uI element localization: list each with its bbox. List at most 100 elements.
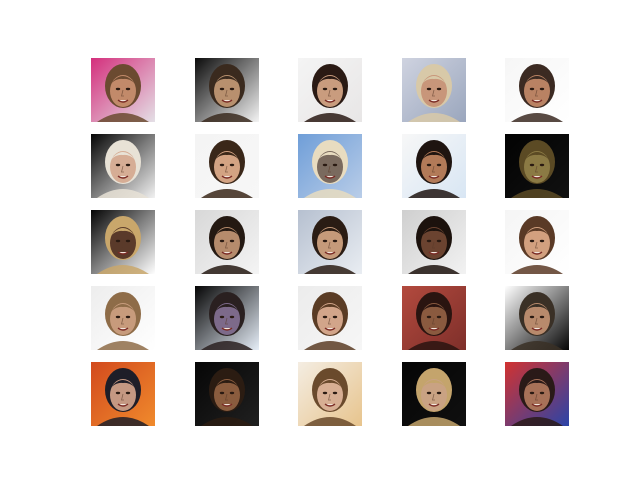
hair-fringe — [213, 76, 241, 86]
mouth — [324, 403, 336, 407]
left-eye — [115, 315, 121, 319]
left-eye — [529, 239, 535, 243]
face-sample — [505, 58, 569, 122]
hair-fringe — [213, 380, 241, 390]
shoulders — [201, 341, 253, 350]
hair-fringe — [420, 76, 448, 86]
face-sample — [505, 362, 569, 426]
nose — [120, 393, 124, 401]
mouth — [324, 175, 336, 179]
nose — [224, 317, 228, 325]
mouth — [324, 251, 336, 255]
face-sample — [298, 134, 362, 198]
shoulders — [97, 113, 149, 122]
shoulders — [97, 417, 149, 426]
mouth — [221, 175, 233, 179]
hair-fringe — [316, 76, 344, 86]
nose — [120, 89, 124, 97]
left-eye — [219, 391, 225, 395]
nose — [120, 165, 124, 173]
left-eye — [426, 87, 432, 91]
face-sample-image — [195, 58, 259, 122]
face-sample-image — [505, 58, 569, 122]
face-sample — [402, 134, 466, 198]
left-eye — [529, 163, 535, 167]
mouth — [428, 327, 440, 331]
hair-fringe — [213, 304, 241, 314]
right-eye — [229, 163, 235, 167]
left-eye — [219, 163, 225, 167]
face-sample-image — [195, 134, 259, 198]
face-sample — [402, 210, 466, 274]
right-eye — [539, 163, 545, 167]
face-sample — [505, 286, 569, 350]
mouth — [221, 327, 233, 331]
nose — [534, 317, 538, 325]
face-sample — [195, 362, 259, 426]
right-eye — [332, 239, 338, 243]
hair-fringe — [109, 152, 137, 162]
hair-fringe — [109, 380, 137, 390]
shoulders — [408, 265, 460, 274]
mouth — [117, 327, 129, 331]
shoulders — [408, 189, 460, 198]
hair-fringe — [523, 76, 551, 86]
face-sample-image — [195, 210, 259, 274]
right-eye — [125, 315, 131, 319]
face-sample-image — [402, 58, 466, 122]
shoulders — [201, 113, 253, 122]
nose — [224, 89, 228, 97]
hair-fringe — [109, 76, 137, 86]
hair-fringe — [420, 228, 448, 238]
nose — [327, 393, 331, 401]
face-sample — [195, 210, 259, 274]
face-sample — [298, 362, 362, 426]
mouth — [117, 403, 129, 407]
face-sample — [298, 58, 362, 122]
mouth — [221, 403, 233, 407]
mouth — [531, 327, 543, 331]
left-eye — [219, 239, 225, 243]
shoulders — [408, 341, 460, 350]
mouth — [324, 327, 336, 331]
nose — [534, 393, 538, 401]
mouth — [531, 175, 543, 179]
face-sample-image — [298, 362, 362, 426]
nose — [327, 165, 331, 173]
face-sample — [91, 134, 155, 198]
hair-fringe — [420, 380, 448, 390]
left-eye — [426, 163, 432, 167]
left-eye — [529, 315, 535, 319]
shoulders — [97, 341, 149, 350]
hair-fringe — [109, 228, 137, 238]
nose — [534, 89, 538, 97]
hair-fringe — [213, 152, 241, 162]
right-eye — [125, 87, 131, 91]
hair-fringe — [109, 304, 137, 314]
shoulders — [97, 265, 149, 274]
face-sample-image — [402, 210, 466, 274]
left-eye — [529, 87, 535, 91]
mouth — [428, 403, 440, 407]
hair-fringe — [316, 228, 344, 238]
face-sample-image — [91, 134, 155, 198]
left-eye — [115, 87, 121, 91]
face-sample-image — [505, 210, 569, 274]
right-eye — [539, 315, 545, 319]
face-sample-image — [298, 58, 362, 122]
face-sample-image — [402, 286, 466, 350]
right-eye — [332, 315, 338, 319]
hair-fringe — [420, 304, 448, 314]
face-sample — [402, 286, 466, 350]
face-sample-image — [298, 210, 362, 274]
mouth — [428, 175, 440, 179]
nose — [431, 393, 435, 401]
shoulders — [408, 417, 460, 426]
left-eye — [322, 163, 328, 167]
right-eye — [332, 391, 338, 395]
right-eye — [229, 391, 235, 395]
left-eye — [322, 315, 328, 319]
shoulders — [304, 341, 356, 350]
right-eye — [539, 391, 545, 395]
nose — [431, 241, 435, 249]
